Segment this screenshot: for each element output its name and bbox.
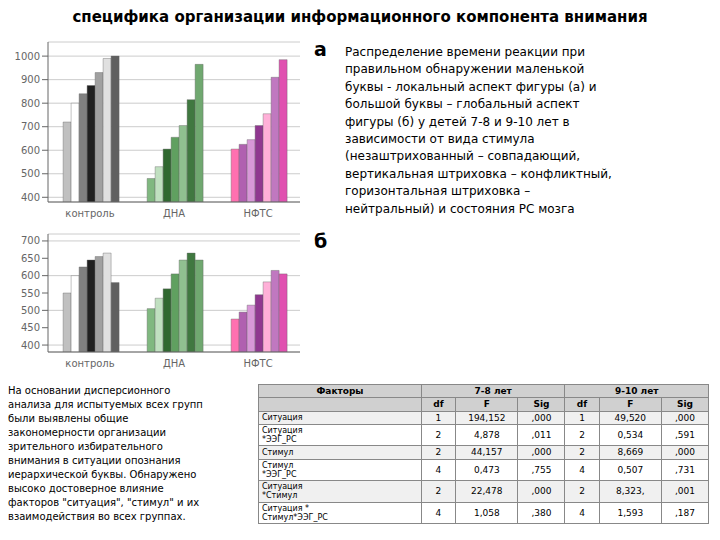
- html-text:1: 1: [435, 412, 442, 423]
- html-text:2: 2: [435, 430, 442, 440]
- html-text:1,593: 1,593: [617, 507, 644, 518]
- svg-text:700: 700: [21, 121, 40, 132]
- svg-text:НФТС: НФТС: [243, 208, 272, 219]
- html-text:22,478: 22,478: [471, 486, 503, 497]
- html-text:специфика организации информац: специфика организации информационного ко…: [72, 8, 648, 26]
- html-text:7-8 лет: 7-8 лет: [474, 386, 512, 396]
- html-text:2: 2: [579, 447, 585, 458]
- svg-text:контроль: контроль: [65, 358, 114, 369]
- html-text:,187: ,187: [675, 507, 695, 518]
- html-text:9-10 лет: 9-10 лет: [614, 386, 659, 396]
- svg-text:800: 800: [21, 98, 40, 109]
- html-text:49,520: 49,520: [614, 412, 647, 423]
- html-text:4: 4: [579, 464, 585, 475]
- html-text:Ситуация * Стимул*ЭЭГ_РС: Ситуация * Стимул*ЭЭГ_РС: [262, 503, 328, 522]
- html-text:44,157: 44,157: [471, 447, 503, 458]
- html-text:2: 2: [579, 486, 585, 497]
- html-text:правильном обнаружении маленьк: правильном обнаружении маленькой: [345, 62, 585, 77]
- html-text:большой буквы – глобальный асп: большой буквы – глобальный аспект: [345, 97, 580, 112]
- html-text:зависимости от вида стимула: зависимости от вида стимула: [345, 132, 535, 146]
- html-text:,000: ,000: [675, 447, 695, 458]
- html-text:2: 2: [579, 430, 585, 440]
- html-text:зрительного избирательного: зрительного избирательного: [8, 441, 163, 452]
- svg-text:450: 450: [21, 322, 40, 333]
- html-text:0,534: 0,534: [617, 430, 644, 440]
- svg-text:400: 400: [21, 192, 40, 203]
- html-text:На основании дисперсионного: На основании дисперсионного: [8, 385, 171, 396]
- html-text:были выявлены общие: были выявлены общие: [8, 413, 129, 424]
- html-text:,000: ,000: [531, 447, 552, 458]
- html-text:горизонтальная штриховка –: горизонтальная штриховка –: [345, 184, 531, 199]
- html-text:df: df: [433, 399, 444, 410]
- html-text:2: 2: [435, 486, 442, 497]
- html-text:4: 4: [435, 507, 442, 518]
- svg-text:500: 500: [21, 305, 40, 316]
- svg-text:550: 550: [21, 288, 40, 299]
- html-text:4,878: 4,878: [473, 430, 500, 440]
- html-text:Sig: Sig: [677, 399, 693, 410]
- html-text:Стимул *ЭЭГ_РС: Стимул *ЭЭГ_РС: [262, 460, 297, 479]
- html-text:1: 1: [579, 412, 585, 423]
- html-text:,001: ,001: [675, 486, 695, 497]
- html-text:Sig: Sig: [533, 399, 550, 410]
- svg-text:500: 500: [21, 168, 40, 179]
- html-text:Ситуация *ЭЭГ_РС: Ситуация *ЭЭГ_РС: [262, 426, 303, 445]
- html-text:внимания в ситуации опознания: внимания в ситуации опознания: [8, 455, 181, 466]
- html-text:факторов "ситуация", "стимул": факторов "ситуация", "стимул" и их: [8, 497, 200, 508]
- html-text:0,473: 0,473: [473, 464, 500, 475]
- svg-text:ДНА: ДНА: [163, 208, 185, 219]
- html-text:взаимодействия во всех группах: взаимодействия во всех группах.: [8, 511, 186, 522]
- html-text:высоко достоверное влияние: высоко достоверное влияние: [8, 483, 164, 494]
- svg-text:650: 650: [21, 253, 40, 264]
- html-text:,755: ,755: [531, 464, 552, 475]
- html-text:Стимул: Стимул: [262, 448, 294, 457]
- html-text:,000: ,000: [531, 412, 552, 423]
- html-text:4: 4: [579, 507, 585, 518]
- svg-text:900: 900: [21, 74, 40, 85]
- html-text:,380: ,380: [531, 507, 552, 518]
- html-text:F: F: [627, 399, 634, 410]
- html-text:анализа для испытуемых всех гр: анализа для испытуемых всех групп: [8, 399, 203, 410]
- html-text:Факторы: Факторы: [316, 386, 364, 396]
- html-text:8,669: 8,669: [617, 447, 644, 458]
- html-text:,591: ,591: [675, 430, 695, 440]
- html-text:,000: ,000: [675, 412, 695, 423]
- html-text:4: 4: [435, 464, 442, 475]
- html-text:иерархической буквы. Обнаружен: иерархической буквы. Обнаружено: [8, 469, 197, 480]
- svg-text:700: 700: [21, 235, 40, 246]
- html-text:,011: ,011: [531, 430, 552, 440]
- svg-text:600: 600: [21, 270, 40, 281]
- html-text:,731: ,731: [675, 464, 695, 475]
- html-text:1,058: 1,058: [473, 507, 500, 518]
- svg-text:400: 400: [21, 340, 40, 351]
- html-text:Ситуация *Стимул: Ситуация *Стимул: [262, 482, 303, 501]
- html-text:F: F: [483, 399, 490, 410]
- html-text:8,323,: 8,323,: [616, 486, 645, 497]
- svg-text:1000: 1000: [15, 51, 40, 62]
- html-text:фигуры (б) у детей 7-8 и 9-10: фигуры (б) у детей 7-8 и 9-10 лет в: [345, 114, 570, 129]
- svg-text:контроль: контроль: [65, 208, 114, 219]
- html-text:закономерности организации: закономерности организации: [8, 427, 167, 438]
- html-text:Ситуация: Ситуация: [262, 413, 303, 423]
- html-text:2: 2: [435, 447, 442, 458]
- html-text:194,152: 194,152: [468, 412, 506, 423]
- svg-text:НФТС: НФТС: [243, 358, 272, 369]
- svg-text:600: 600: [21, 145, 40, 156]
- html-text:а: а: [314, 38, 327, 60]
- html-text:нейтральный) и состояния РС мо: нейтральный) и состояния РС мозга: [345, 201, 575, 216]
- html-text:Распределение времени реакции: Распределение времени реакции при: [345, 45, 585, 59]
- html-text:0,507: 0,507: [617, 464, 644, 475]
- html-text:б: б: [314, 230, 328, 252]
- html-text:буквы - локальный аспект фигур: буквы - локальный аспект фигуры (а) и: [345, 79, 597, 94]
- html-text:df: df: [576, 399, 588, 410]
- html-text:,000: ,000: [531, 486, 552, 497]
- html-text:вертикальная штриховка – конфл: вертикальная штриховка – конфликтный,: [345, 166, 612, 181]
- html-text:(незаштрихованный – совпадающи: (незаштрихованный – совпадающий,: [345, 149, 581, 164]
- svg-text:ДНА: ДНА: [163, 358, 185, 369]
